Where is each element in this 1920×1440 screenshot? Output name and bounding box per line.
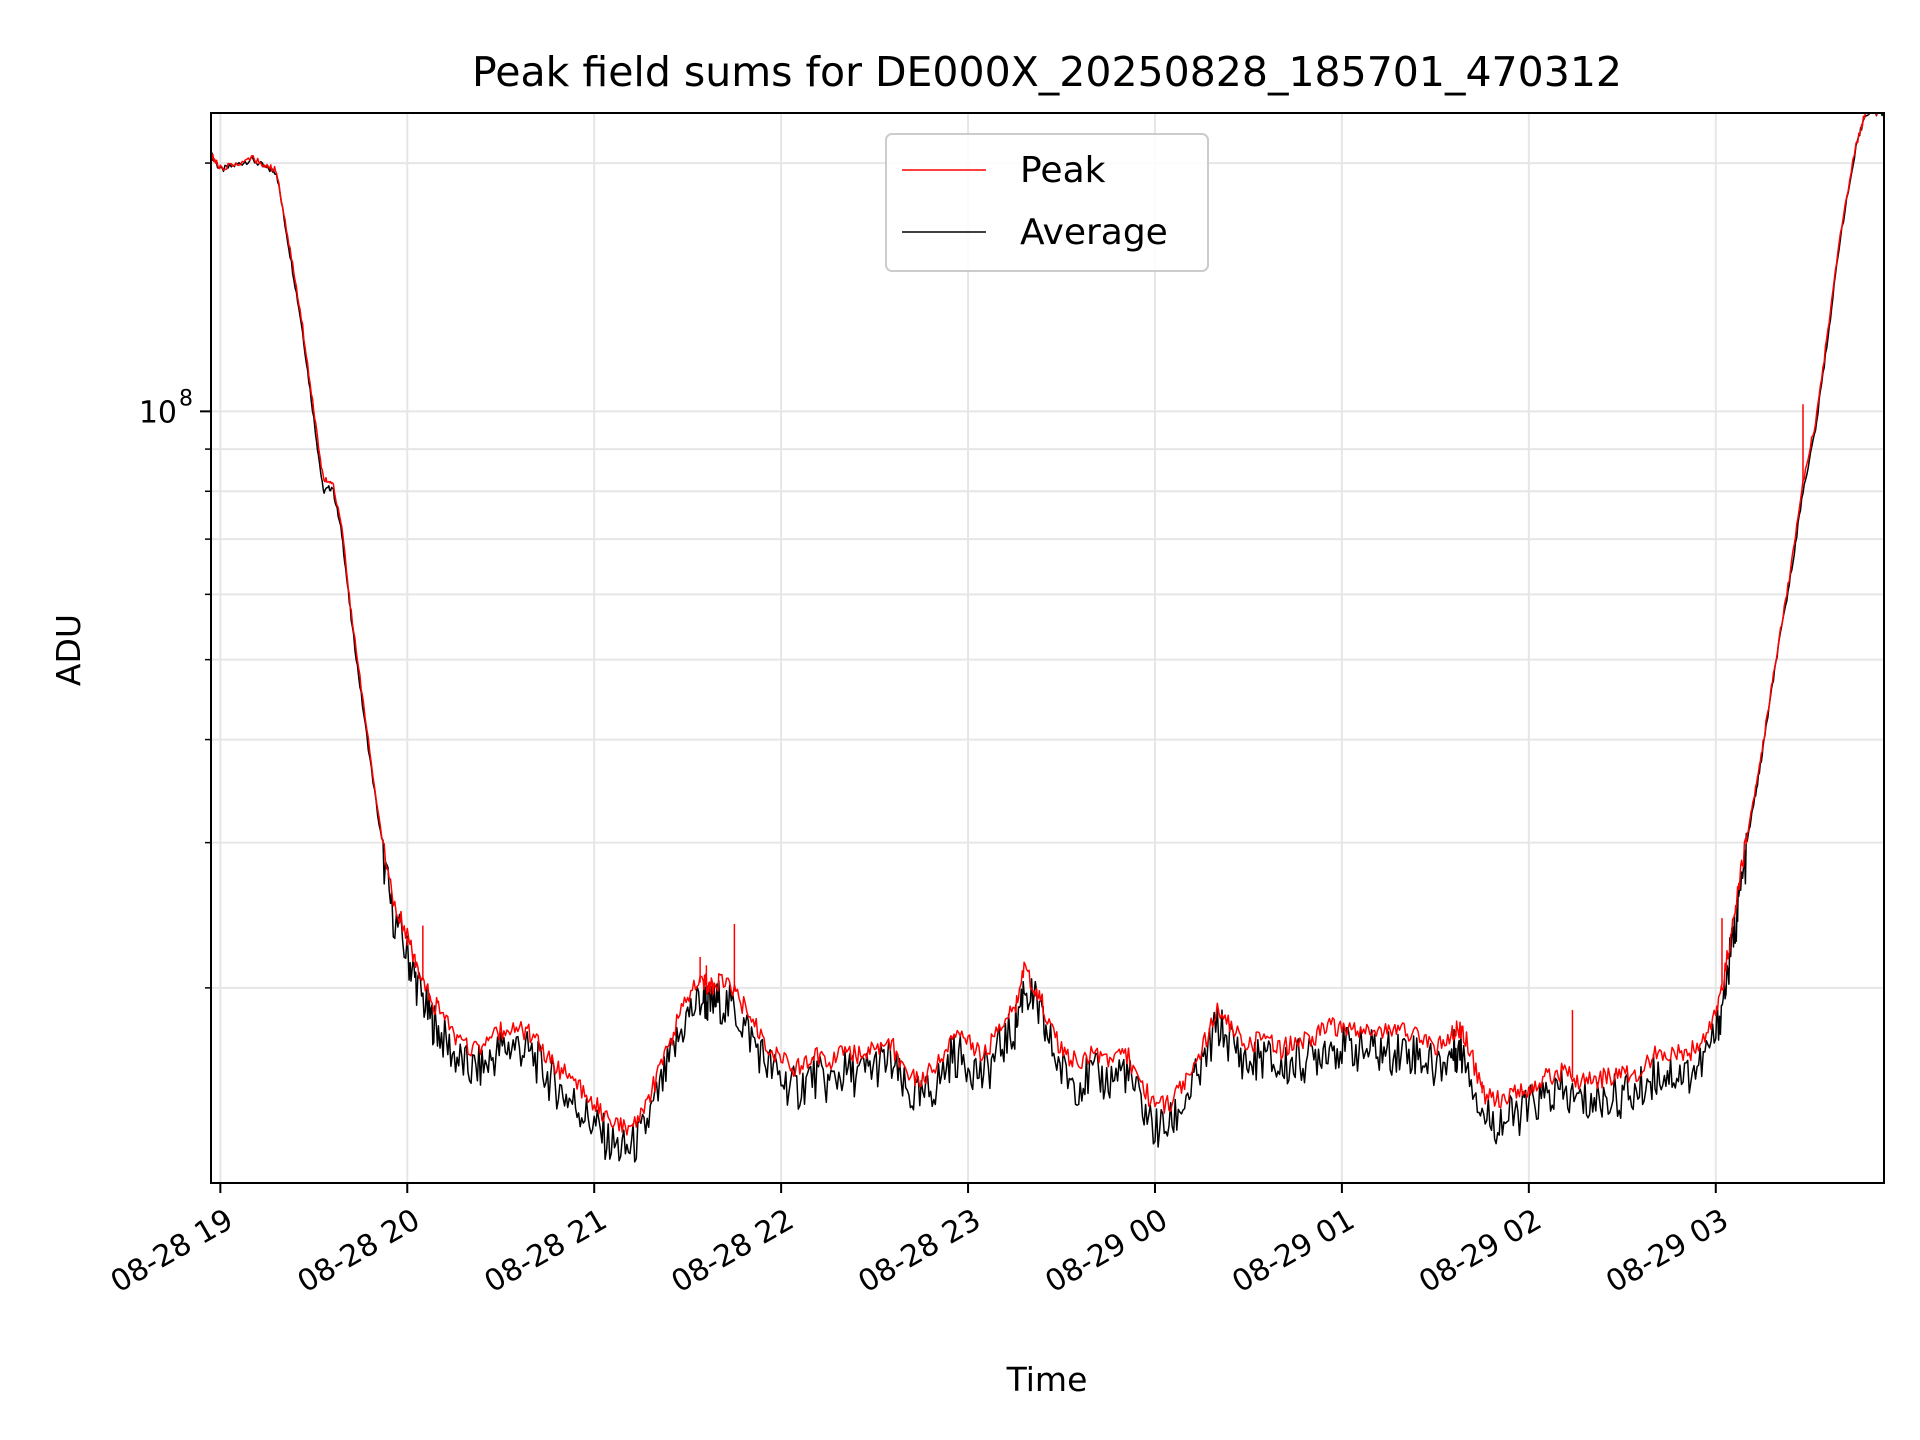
y-axis-label: ADU (49, 614, 88, 686)
legend: Peak Average (885, 133, 1209, 272)
y-tick-base: 10 (139, 395, 177, 430)
axes-frame (210, 112, 1885, 1184)
plot-area (211, 113, 1884, 1163)
chart-title: Peak field sums for DE000X_20250828_1857… (472, 48, 1622, 96)
y-tick-exponent: 8 (179, 386, 193, 411)
x-axis-label: Time (1006, 1360, 1088, 1399)
y-tick-label: 10 (139, 395, 177, 430)
legend-label-peak: Peak (1020, 150, 1106, 191)
y-axis: 10 8 (139, 162, 211, 989)
legend-label-average: Average (1020, 212, 1168, 253)
legend-box (885, 133, 1209, 272)
grid (211, 113, 1884, 1183)
series-layer (211, 113, 1884, 1163)
series-line-peak (211, 113, 1884, 1136)
series-line-average (211, 113, 1884, 1163)
